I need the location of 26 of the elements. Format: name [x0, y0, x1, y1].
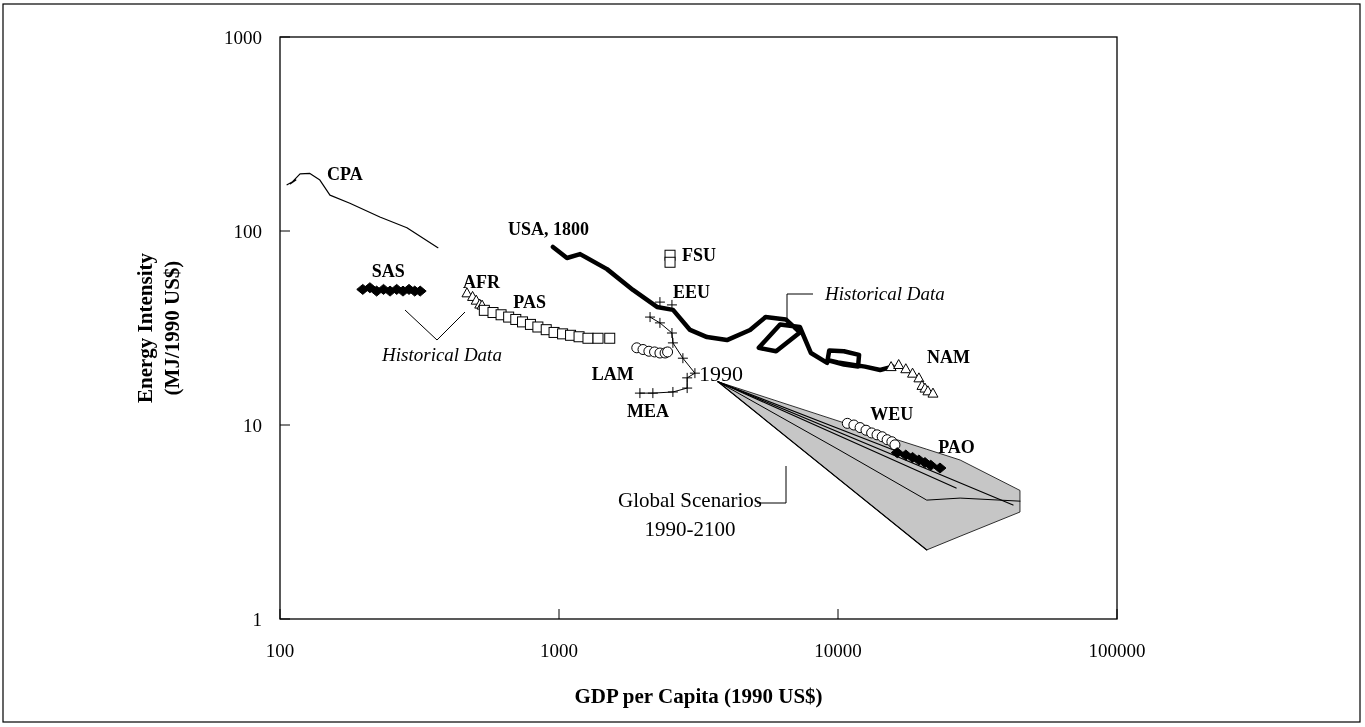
series-label: SAS — [371, 261, 405, 282]
series-label: WEU — [870, 404, 914, 425]
series-label: EEU — [672, 282, 710, 303]
annotation: 1990 — [698, 361, 743, 387]
annotation: Global Scenarios 1990-2100 — [617, 488, 763, 541]
series-label: CPA — [327, 163, 363, 184]
series-label: MEA — [626, 401, 669, 422]
y-tick-label: 1000 — [224, 27, 262, 48]
x-tick-label: 100 — [265, 640, 295, 661]
series-label: NAM — [927, 346, 971, 367]
series-label: FSU — [682, 245, 717, 266]
y-tick-label: 1 — [252, 609, 262, 630]
x-tick-label: 1000 — [540, 640, 578, 661]
x-tick-label: 100000 — [1088, 640, 1146, 661]
series-label: AFR — [463, 271, 501, 292]
series-label: PAO — [938, 436, 975, 457]
series-label: PAS — [513, 292, 547, 313]
y-tick-label: 10 — [243, 415, 262, 436]
annotation: Historical Data — [381, 344, 502, 365]
series-label: LAM — [591, 363, 634, 384]
x-axis-title: GDP per Capita (1990 US$) — [574, 684, 823, 708]
annotation: Historical Data — [824, 283, 945, 304]
y-tick-label: 100 — [233, 221, 262, 242]
x-tick-label: 10000 — [814, 640, 862, 661]
series-label: USA, 1800 — [507, 218, 589, 239]
y-axis-title: Energy Intensity (MJ/1990 US$) — [133, 252, 184, 403]
